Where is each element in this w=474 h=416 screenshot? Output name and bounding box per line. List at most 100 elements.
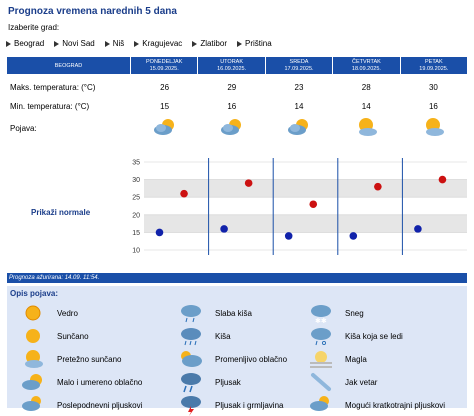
city-label: Niš: [112, 39, 125, 48]
legend-item: ✱✱ Sneg: [307, 302, 364, 324]
y-tick-label: 30: [132, 177, 140, 184]
city-label: Kragujevac: [142, 39, 183, 48]
y-tick-label: 25: [132, 195, 140, 202]
arrow-right-icon: [134, 40, 140, 47]
suncano-icon: [26, 329, 40, 343]
legend-label: Pljusak i grmljavina: [215, 400, 284, 410]
kisa-icon: [181, 328, 201, 346]
city-link-beograd[interactable]: Beograd: [6, 39, 44, 48]
legend-label: Promenljivo oblačno: [215, 354, 288, 364]
legend-item: Pljusak i grmljavina: [177, 394, 283, 416]
legend-box: Opis pojava: Vedro Sunčano Pretežno sunč…: [7, 286, 467, 416]
city-link-pristina[interactable]: Priština: [237, 39, 272, 48]
city-label: Novi Sad: [62, 39, 95, 48]
legend-item: Pretežno sunčano: [19, 348, 122, 370]
day-name: ČETVRTAK: [352, 59, 381, 65]
chart-svg: 10 15 20 25 30 35: [132, 158, 467, 255]
day-header: SREDA 17.09.2025.: [266, 57, 334, 74]
day-name: SREDA: [289, 59, 309, 65]
magla-icon: [310, 351, 332, 368]
choose-city-label: Izaberite grad:: [8, 23, 60, 32]
min-temp-value: 15: [160, 101, 170, 111]
data-point: [414, 225, 422, 233]
data-point: [244, 179, 253, 187]
data-point: [309, 200, 318, 209]
city-link-novi-sad[interactable]: Novi Sad: [54, 39, 95, 48]
legend-label: Malo i umereno oblačno: [57, 377, 143, 387]
max-temp-value: 30: [428, 82, 438, 92]
page-title: Prognoza vremena narednih 5 dana: [8, 6, 177, 17]
pretezno-suncano-icon: [426, 118, 445, 136]
legend-label: Magla: [345, 354, 367, 364]
max-temp-value: 28: [361, 82, 371, 92]
vedro-icon: [25, 305, 41, 321]
legend-label: Vedro: [57, 308, 78, 318]
city-link-zlatibor[interactable]: Zlatibor: [192, 39, 227, 48]
city-list: Beograd Novi Sad Niš Kragujevac Zlatibor…: [6, 39, 282, 48]
legend-label: Pljusak: [215, 377, 241, 387]
day-date: 15.09.2025.: [149, 65, 179, 72]
poslepodnevni-pljuskovi-icon: [22, 396, 41, 411]
day-name: UTORAK: [220, 59, 244, 65]
legend-item: Slaba kiša: [177, 302, 252, 324]
legend-item: Pljusak: [177, 371, 241, 393]
day-header: PONEDELJAK 15.09.2025.: [131, 57, 199, 74]
day-name: PETAK: [425, 59, 443, 65]
legend-item: Poslepodnevni pljuskovi: [19, 394, 142, 416]
legend-label: Jak vetar: [345, 377, 378, 387]
show-normals-link[interactable]: Prikaži normale: [31, 208, 91, 217]
legend-item: Malo i umereno oblačno: [19, 371, 142, 393]
min-temp-value: 14: [361, 101, 371, 111]
legend-label: Sunčano: [57, 331, 89, 341]
pojava-label: Pojava:: [10, 123, 37, 133]
day-header: PETAK 19.09.2025.: [401, 57, 467, 74]
day-name: PONEDELJAK: [146, 59, 183, 65]
kratkotrajni-pljuskovi-icon: [310, 396, 329, 411]
legend-item: Jak vetar: [307, 371, 377, 393]
sneg-icon: ✱✱: [311, 305, 331, 324]
svg-text:✱✱: ✱✱: [315, 317, 327, 324]
y-tick-label: 35: [132, 160, 140, 167]
day-date: 16.09.2025.: [217, 65, 247, 72]
day-date: 17.09.2025.: [284, 65, 314, 72]
day-date: 18.09.2025.: [351, 65, 381, 72]
city-link-kragujevac[interactable]: Kragujevac: [134, 39, 182, 48]
y-tick-label: 10: [132, 248, 140, 255]
day-header: ČETVRTAK 18.09.2025.: [333, 57, 401, 74]
legend-label: Mogući kratkotrajni pljuskovi: [345, 400, 446, 410]
malo-oblacno-icon: [153, 119, 174, 135]
city-label: Zlatibor: [200, 39, 227, 48]
city-label: Beograd: [14, 39, 45, 48]
data-point: [180, 189, 188, 198]
temperature-chart: Prikaži normale 10 15 20 25 30 35: [7, 155, 467, 272]
arrow-right-icon: [54, 40, 60, 47]
malo-oblacno-icon: [288, 119, 308, 135]
arrow-right-icon: [192, 40, 198, 47]
pretezno-suncano-icon: [359, 118, 378, 136]
legend-item: Vedro: [19, 302, 78, 324]
data-point: [284, 232, 293, 240]
malo-oblacno-icon: [22, 374, 42, 390]
legend-item: Mogući kratkotrajni pljuskovi: [307, 394, 445, 416]
max-temp-row: Maks. temperatura: (°C) 26 29 23 28 30: [7, 76, 467, 98]
legend-title: Opis pojava:: [10, 289, 59, 298]
max-temp-value: 23: [294, 82, 304, 92]
max-temp-value: 29: [227, 82, 237, 92]
forecast-header: BEOGRAD PONEDELJAK 15.09.2025. UTORAK 16.0…: [7, 57, 467, 74]
min-temp-row: Min. temperatura: (°C) 15 16 14 14 16: [7, 98, 467, 114]
legend-label: Pretežno sunčano: [57, 354, 122, 364]
city-link-nis[interactable]: Niš: [104, 39, 125, 48]
legend-label: Kiša koja se ledi: [345, 331, 403, 341]
forecast-table: BEOGRAD PONEDELJAK 15.09.2025. UTORAK 16.0…: [7, 57, 467, 142]
jak-vetar-icon: [311, 373, 331, 391]
grid-band: [144, 179, 467, 198]
arrow-right-icon: [237, 40, 242, 47]
max-temp-value: 26: [160, 82, 170, 92]
max-temp-label: Maks. temperatura: (°C): [10, 82, 96, 92]
arrow-right-icon: [6, 40, 11, 47]
data-point: [349, 232, 358, 240]
min-temp-value: 14: [294, 101, 304, 111]
data-point: [374, 182, 382, 191]
min-temp-label: Min. temperatura: (°C): [10, 101, 90, 111]
header-city: BEOGRAD: [7, 57, 131, 74]
